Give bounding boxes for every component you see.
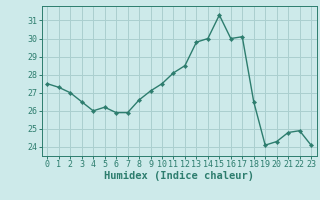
X-axis label: Humidex (Indice chaleur): Humidex (Indice chaleur) — [104, 171, 254, 181]
